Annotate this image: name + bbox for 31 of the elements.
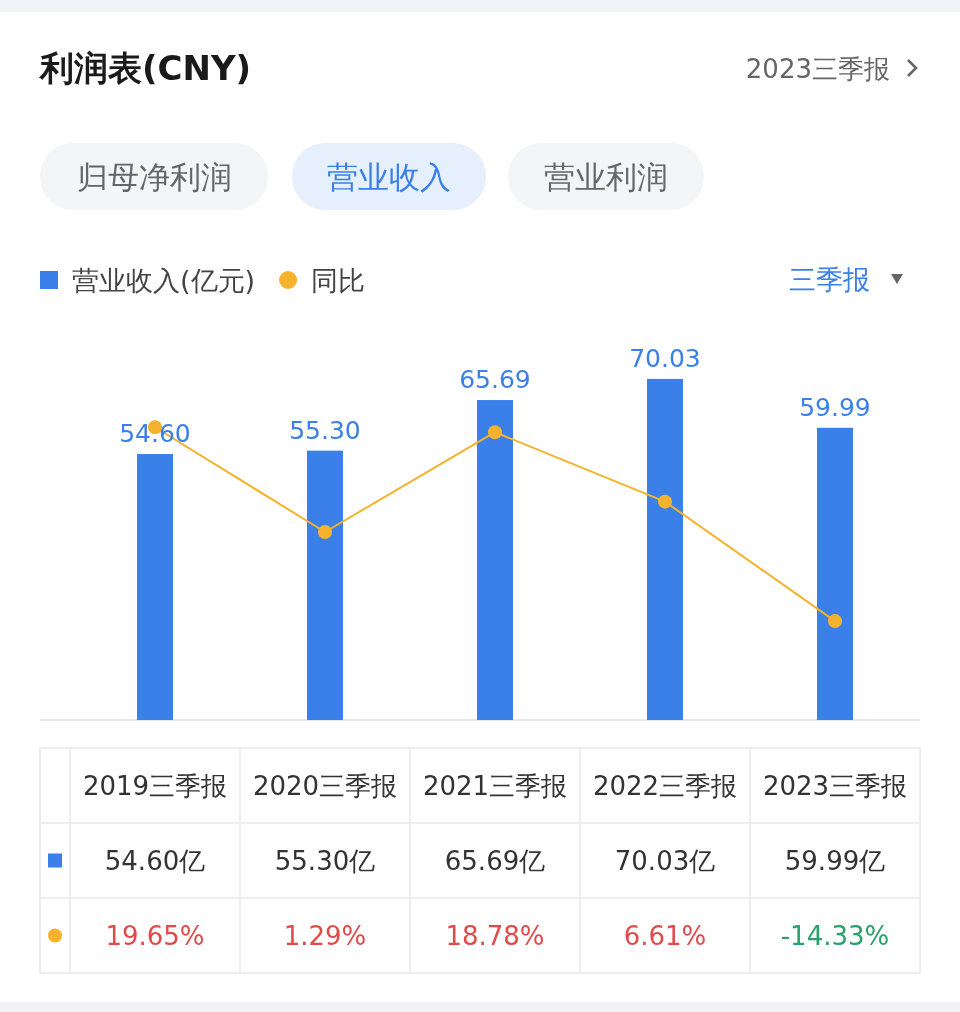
text: 归母净利润 <box>76 159 232 195</box>
x-tick-label: 2022三季报 <box>592 770 738 801</box>
data-label: 19.65% <box>105 920 205 951</box>
point <box>658 494 672 509</box>
annotation: 55.30 <box>289 415 361 445</box>
data-label: 1.29% <box>283 920 367 951</box>
data-label: 54.60亿 <box>104 845 206 876</box>
x-tick-label: 2020三季报 <box>252 770 398 801</box>
annotation: 70.03 <box>629 343 701 373</box>
data-label: 70.03亿 <box>614 845 716 876</box>
data-label: 6.61% <box>623 920 707 951</box>
text: 三季报 <box>789 264 870 295</box>
x-tick-label: 2019三季报 <box>82 770 228 801</box>
text: 营业利润 <box>544 159 668 195</box>
annotation: 65.69 <box>459 365 531 395</box>
x-tick-label: 2023三季报 <box>762 770 908 801</box>
data-label: 18.78% <box>445 920 545 951</box>
data-label: 65.69亿 <box>444 845 546 876</box>
data-label: 59.99亿 <box>784 845 886 876</box>
x-tick-label: 2021三季报 <box>422 770 568 801</box>
legend-label: 营业收入(亿元) <box>72 265 256 296</box>
data-label: -14.33% <box>780 920 890 951</box>
point <box>318 525 332 539</box>
point <box>828 614 842 629</box>
data-label: 55.30亿 <box>274 845 376 876</box>
text: 2023三季报 <box>745 54 890 84</box>
text: 营业收入 <box>327 159 451 195</box>
point <box>488 425 502 440</box>
legend-label: 同比 <box>311 265 366 296</box>
annotation: 59.99 <box>799 392 871 422</box>
title: 利润表(CNY) <box>40 48 252 88</box>
